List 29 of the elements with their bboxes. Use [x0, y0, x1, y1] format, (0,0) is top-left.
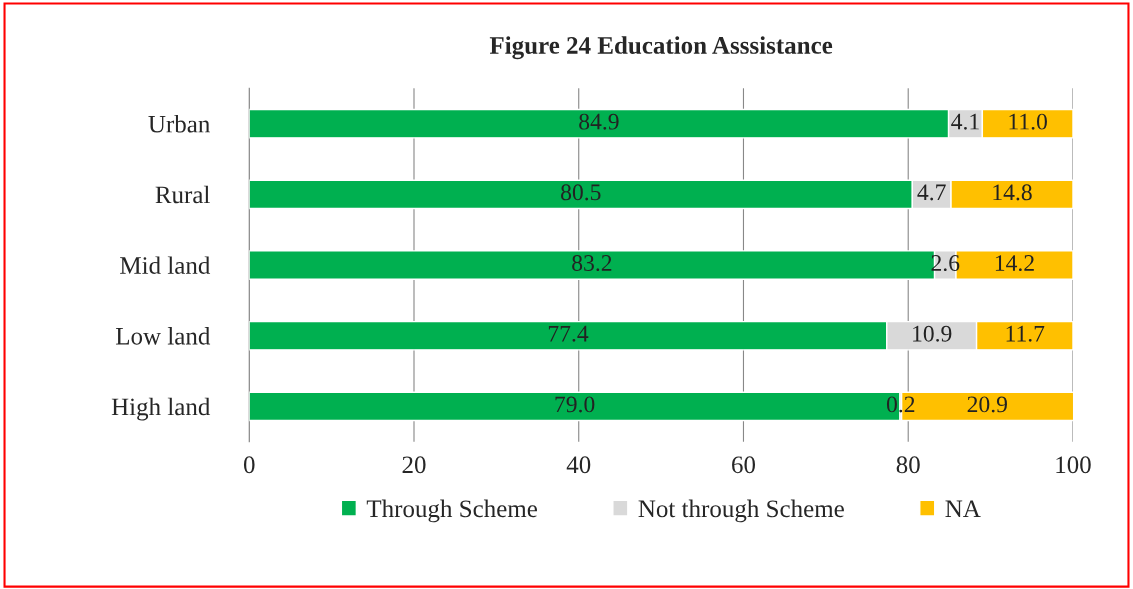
y-tick-label: Mid land: [120, 256, 211, 274]
x-tick-label: 80: [896, 456, 920, 474]
data-label: 83.2: [572, 255, 612, 272]
data-label: 77.4: [548, 325, 589, 342]
legend-label: NA: [945, 500, 981, 517]
legend-label: Not through Scheme: [638, 499, 844, 523]
data-label: 11.0: [1009, 113, 1047, 130]
data-label: 4.7: [917, 184, 946, 201]
data-label: 10.9: [913, 325, 952, 342]
data-label: 4.1: [951, 113, 979, 130]
data-label: 14.2: [995, 255, 1034, 272]
y-tick-label: Urban: [148, 115, 210, 133]
y-tick-label: Low land: [115, 327, 211, 345]
data-label: 79.0: [555, 396, 595, 413]
chart-title: Figure 24 Education Asssistance: [489, 36, 833, 60]
data-label: 14.8: [993, 184, 1032, 201]
x-tick-label: 20: [402, 456, 426, 474]
legend-label: Through Scheme: [366, 499, 537, 523]
data-label: 0.2: [886, 396, 915, 413]
x-tick-label: 60: [732, 456, 756, 474]
data-label: 80.5: [561, 184, 601, 201]
data-label: 11.7: [1006, 325, 1045, 342]
x-tick-label: 100: [1056, 456, 1091, 474]
x-tick-label: 40: [566, 456, 591, 474]
y-tick-label: High land: [111, 397, 211, 421]
data-label: 20.9: [967, 396, 1007, 413]
x-tick-label: 0: [243, 456, 255, 474]
data-label: 84.9: [579, 113, 619, 130]
y-tick-label: Rural: [155, 185, 210, 204]
